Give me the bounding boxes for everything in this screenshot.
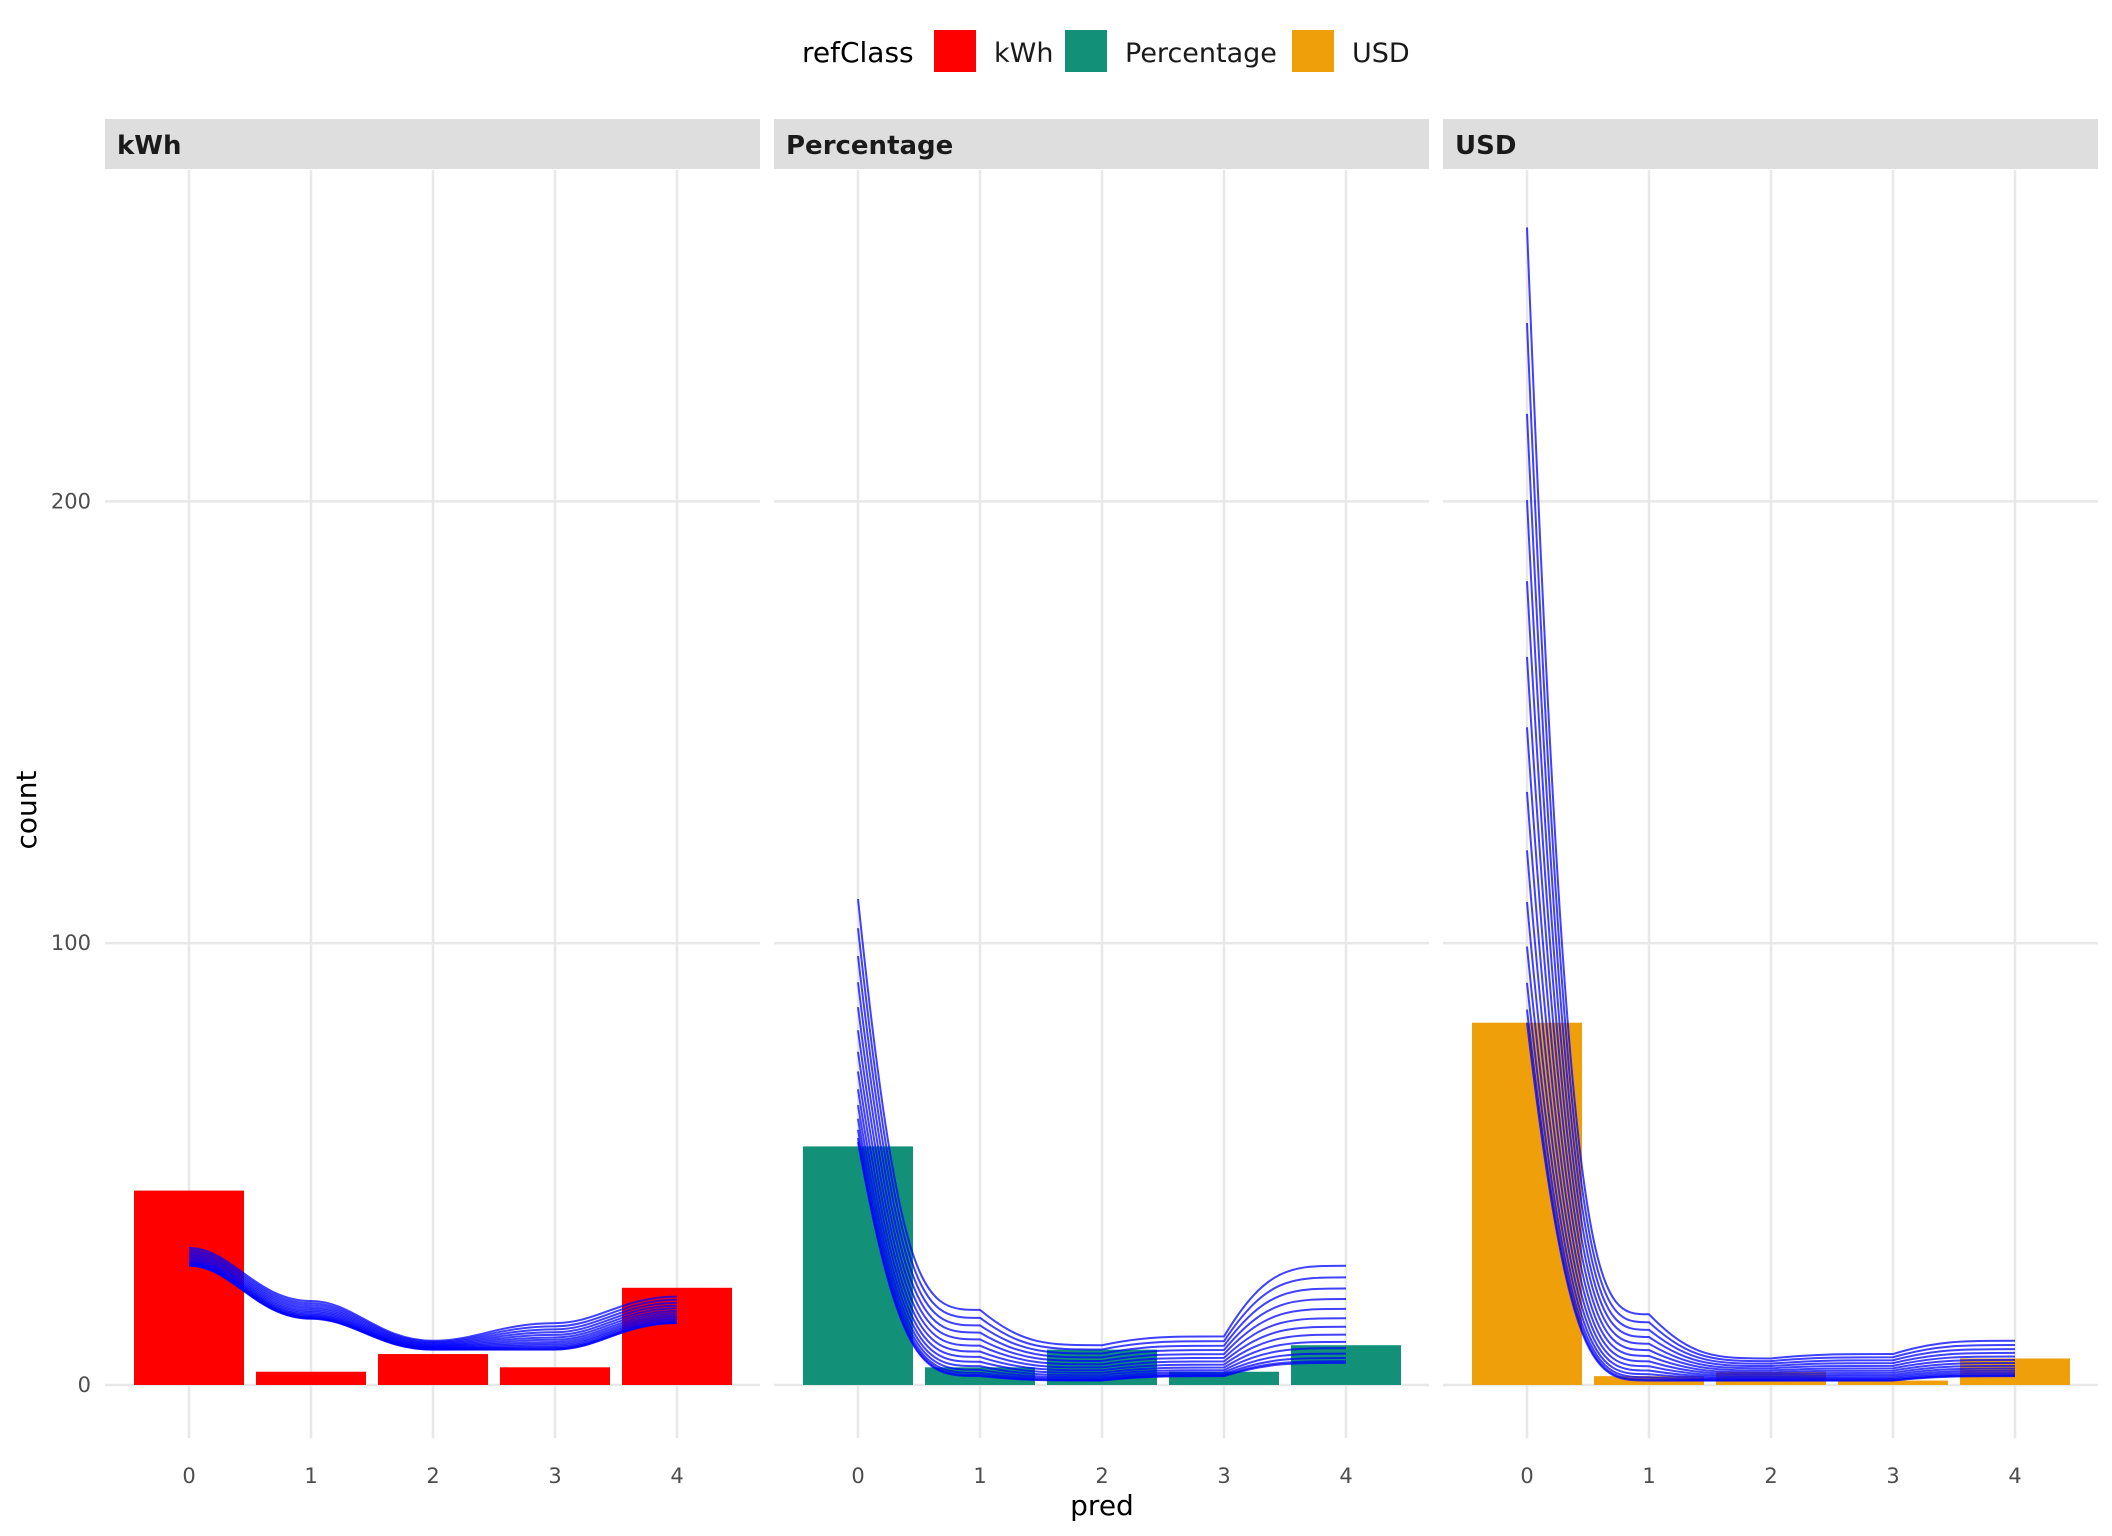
x-tick-label-2: 2	[426, 1464, 439, 1488]
strip-background	[1443, 119, 2098, 169]
legend-swatch-usd	[1292, 30, 1334, 72]
panel-percentage: Percentage 0 1 2 3 4	[774, 119, 1429, 1488]
overlay-curve	[1526, 656, 2016, 1372]
overlay-curve	[1526, 946, 2016, 1380]
x-tick-label-4: 4	[670, 1464, 683, 1488]
strip-label: USD	[1455, 131, 1516, 161]
bar-percentage-4	[1291, 1345, 1401, 1385]
overlay-curve	[857, 1104, 1347, 1377]
bar-kwh-3	[500, 1367, 610, 1385]
overlay-curve	[1526, 413, 2016, 1365]
overlay-curve	[188, 1251, 678, 1344]
overlay-curve	[1526, 791, 2016, 1376]
strip-label: Percentage	[786, 131, 953, 161]
overlay-curve	[1526, 581, 2016, 1370]
x-tick-labels: 0 1 2 3 4	[851, 1464, 1352, 1488]
x-tick-labels: 0 1 2 3 4	[182, 1464, 683, 1488]
legend-entry-percentage: Percentage	[1065, 30, 1277, 72]
y-tick-label-0: 0	[78, 1373, 91, 1397]
overlay-curve	[857, 1118, 1347, 1379]
overlay-curve	[1526, 901, 2016, 1379]
overlay-curve	[1526, 850, 2016, 1377]
bar-kwh-0	[134, 1190, 244, 1385]
x-tick-labels: 0 1 2 3 4	[1520, 1464, 2021, 1488]
strip-label: kWh	[117, 131, 181, 161]
facet-panels: kWh 0 1 2 3 4 Percentage 0 1 2 3 4 USD 0 1 2 3 4 0 100 200	[51, 119, 2098, 1488]
legend-title: refClass	[802, 36, 914, 69]
x-tick-label-0: 0	[1520, 1464, 1533, 1488]
x-tick-label-4: 4	[1339, 1464, 1352, 1488]
x-tick-label-2: 2	[1764, 1464, 1777, 1488]
overlay-curve	[1526, 500, 2016, 1368]
legend: refClass kWh Percentage USD	[802, 30, 1410, 72]
overlay-curves	[1526, 227, 2016, 1382]
x-tick-label-1: 1	[304, 1464, 317, 1488]
legend-entry-usd: USD	[1292, 30, 1410, 72]
bar-usd-3	[1838, 1380, 1948, 1385]
overlay-curve	[857, 1030, 1347, 1366]
overlay-curve	[857, 928, 1347, 1351]
legend-label-usd: USD	[1352, 38, 1410, 69]
overlay-curve	[857, 1089, 1347, 1374]
overlay-curve	[1526, 322, 2016, 1363]
overlay-curve	[1526, 227, 2016, 1360]
bar-usd-0	[1472, 1022, 1582, 1385]
overlay-curve	[857, 1137, 1347, 1381]
panel-kwh: kWh 0 1 2 3 4	[105, 119, 760, 1488]
x-tick-label-0: 0	[182, 1464, 195, 1488]
y-tick-labels: 0 100 200	[51, 489, 91, 1397]
overlay-curve	[857, 898, 1347, 1347]
legend-swatch-kwh	[934, 30, 976, 72]
x-tick-label-1: 1	[1642, 1464, 1655, 1488]
legend-swatch-percentage	[1065, 30, 1107, 72]
x-tick-label-3: 3	[548, 1464, 561, 1488]
legend-entry-kwh: kWh	[934, 30, 1053, 72]
overlay-curve	[1526, 982, 2016, 1381]
legend-label-kwh: kWh	[994, 38, 1053, 69]
overlay-curves	[188, 1247, 678, 1351]
overlay-curve	[857, 1051, 1347, 1369]
x-axis-title: pred	[1070, 1489, 1134, 1522]
panel-usd: USD 0 1 2 3 4	[1443, 119, 2098, 1488]
overlay-curves	[857, 898, 1347, 1382]
overlay-curve	[857, 1006, 1347, 1362]
x-tick-label-3: 3	[1886, 1464, 1899, 1488]
strip-background	[774, 119, 1429, 169]
x-tick-label-3: 3	[1217, 1464, 1230, 1488]
x-tick-label-4: 4	[2008, 1464, 2021, 1488]
y-axis-title: count	[10, 770, 43, 849]
bar-kwh-2	[378, 1354, 488, 1385]
x-tick-label-2: 2	[1095, 1464, 1108, 1488]
overlay-curve	[188, 1247, 678, 1342]
x-tick-label-1: 1	[973, 1464, 986, 1488]
legend-label-percentage: Percentage	[1125, 38, 1277, 69]
overlay-curve	[1526, 727, 2016, 1374]
overlay-curve	[857, 1071, 1347, 1372]
overlay-curve	[188, 1249, 678, 1343]
legend-entries: kWh Percentage USD	[934, 30, 1410, 72]
overlay-curve	[857, 982, 1347, 1359]
overlay-curve	[857, 1129, 1347, 1380]
y-tick-label-200: 200	[51, 489, 91, 513]
gridlines	[105, 170, 760, 1438]
overlay-curve	[857, 955, 1347, 1355]
strip-background	[105, 119, 760, 169]
bar-kwh-1	[256, 1371, 366, 1385]
x-tick-label-0: 0	[851, 1464, 864, 1488]
y-tick-label-100: 100	[51, 931, 91, 955]
